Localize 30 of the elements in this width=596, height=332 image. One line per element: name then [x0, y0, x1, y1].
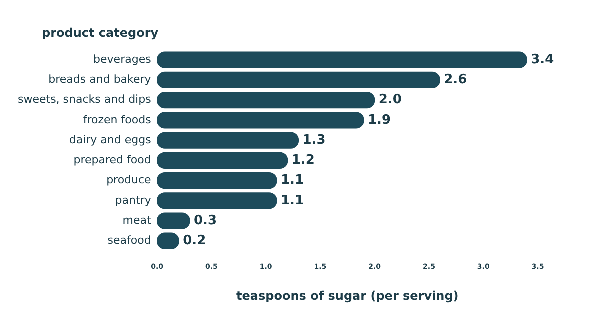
- data-label: 3.4: [531, 52, 554, 68]
- y-axis-title: product category: [42, 26, 159, 40]
- y-tick-label: prepared food: [74, 154, 152, 167]
- data-label: 2.0: [378, 92, 402, 108]
- y-tick-label: seafood: [108, 234, 152, 247]
- bar: [157, 112, 364, 129]
- bar: [157, 192, 278, 210]
- y-tick-label: meat: [122, 214, 152, 227]
- data-label: 1.3: [302, 132, 326, 148]
- data-label: 0.2: [183, 234, 206, 249]
- y-tick-label: dairy and eggs: [69, 133, 152, 146]
- x-axis-title: teaspoons of sugar (per serving): [236, 288, 459, 303]
- y-tick-label: frozen foods: [83, 113, 152, 126]
- bar: [157, 132, 300, 149]
- y-tick-label: breads and bakery: [48, 73, 152, 86]
- bar: [157, 52, 528, 68]
- data-label: 0.3: [194, 213, 217, 228]
- data-label: 1.1: [280, 193, 304, 208]
- y-tick-label: beverages: [94, 52, 152, 66]
- data-label: 2.6: [444, 72, 468, 88]
- data-label: 1.1: [280, 173, 304, 188]
- data-label: 1.9: [368, 112, 392, 128]
- y-tick-label: produce: [106, 174, 152, 187]
- bar: [157, 152, 288, 169]
- data-label: 1.2: [292, 153, 315, 168]
- bar: [157, 72, 440, 89]
- bar: [157, 92, 376, 109]
- y-tick-label: pantry: [115, 194, 152, 207]
- bar: [157, 172, 278, 190]
- y-tick-label: sweets, snacks and dips: [18, 93, 152, 106]
